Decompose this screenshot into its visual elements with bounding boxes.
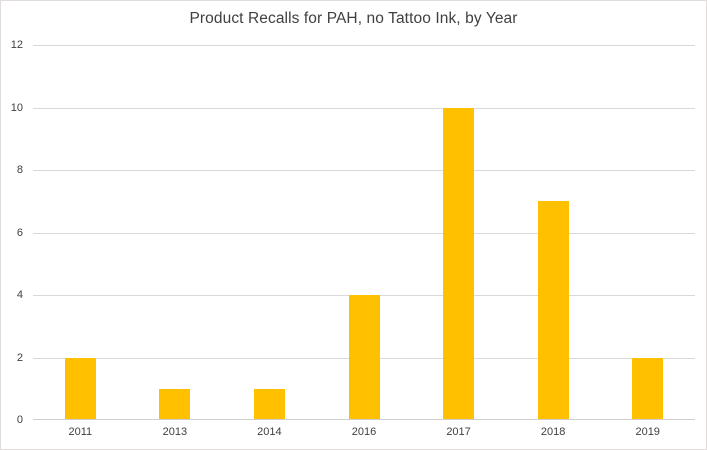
x-tick-label-2014: 2014: [257, 426, 282, 438]
gridline-y-12: [33, 45, 695, 46]
bar-2011: [64, 357, 96, 419]
bar-2014: [253, 388, 285, 419]
x-tick-label-2011: 2011: [68, 426, 93, 438]
plot-area: [33, 45, 695, 420]
y-tick-label-10: 10: [10, 101, 23, 114]
x-tick-label-2017: 2017: [446, 426, 471, 438]
y-tick-label-12: 12: [10, 39, 23, 51]
bar-2017: [443, 107, 475, 419]
y-tick-label-2: 2: [16, 351, 23, 364]
x-axis-line: [33, 419, 695, 420]
bar-2018: [537, 201, 569, 419]
y-tick-label-0: 0: [16, 414, 23, 426]
bar-2013: [159, 388, 191, 419]
bar-2019: [632, 357, 664, 419]
x-tick-label-2018: 2018: [540, 426, 566, 438]
chart-title: Product Recalls for PAH, no Tattoo Ink, …: [189, 10, 518, 27]
x-tick-label-2019: 2019: [635, 426, 660, 438]
gridline-y-8: [33, 170, 695, 171]
y-tick-label-6: 6: [16, 226, 23, 239]
y-tick-label-4: 4: [16, 289, 23, 301]
gridline-y-6: [33, 232, 695, 234]
bar-2016: [348, 295, 380, 419]
y-tick-label-8: 8: [16, 164, 23, 176]
x-tick-label-2013: 2013: [162, 426, 188, 438]
x-tick-label-2016: 2016: [351, 426, 377, 438]
gridline-y-10: [33, 107, 695, 109]
